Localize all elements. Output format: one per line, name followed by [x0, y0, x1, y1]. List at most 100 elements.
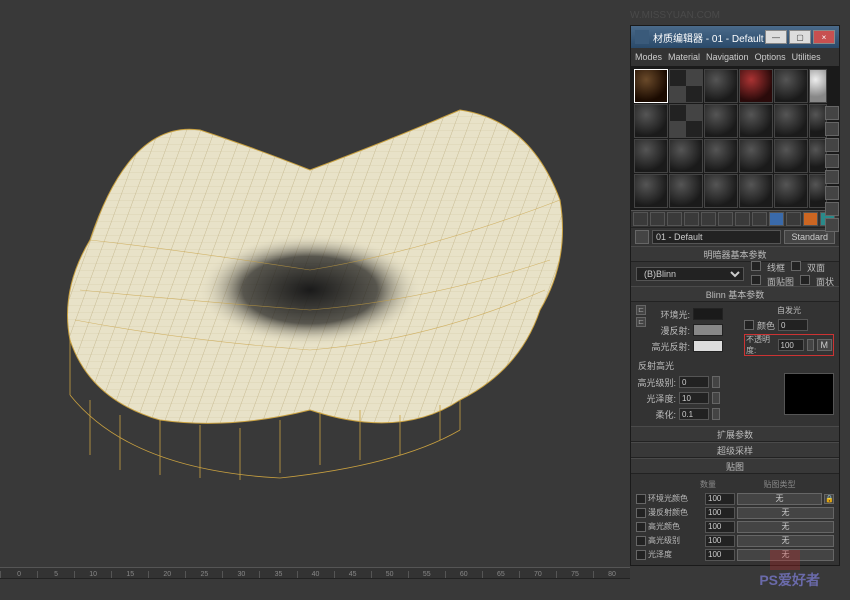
reset-map-icon[interactable] — [684, 212, 699, 226]
assign-to-selection-icon[interactable] — [667, 212, 682, 226]
opacity-spinner-btns[interactable] — [807, 339, 814, 351]
material-slot[interactable] — [704, 139, 738, 173]
make-copy-icon[interactable] — [701, 212, 716, 226]
viewport-3d[interactable] — [0, 0, 630, 560]
material-slot[interactable] — [739, 104, 773, 138]
menu-material[interactable]: Material — [668, 52, 700, 62]
map-amount[interactable]: 100 — [705, 549, 735, 561]
material-slot[interactable] — [774, 69, 808, 103]
material-slot[interactable] — [739, 174, 773, 208]
show-end-result-icon[interactable] — [786, 212, 801, 226]
material-slot[interactable] — [704, 104, 738, 138]
material-slot[interactable] — [704, 174, 738, 208]
material-slot[interactable] — [634, 139, 668, 173]
options-icon[interactable] — [825, 202, 839, 216]
material-slot[interactable] — [809, 104, 827, 138]
two-sided-checkbox[interactable] — [791, 261, 801, 271]
material-type-button[interactable]: Standard — [784, 230, 835, 244]
material-slot[interactable] — [739, 69, 773, 103]
preview-icon[interactable] — [825, 186, 839, 200]
material-slot[interactable] — [634, 69, 668, 103]
map-checkbox[interactable] — [636, 494, 646, 504]
self-illum-spinner[interactable]: 0 — [778, 319, 808, 331]
material-slot[interactable] — [634, 104, 668, 138]
menu-modes[interactable]: Modes — [635, 52, 662, 62]
show-map-icon[interactable] — [769, 212, 784, 226]
specular-swatch[interactable] — [693, 340, 723, 352]
ambient-lock-icon[interactable]: ⊏ — [636, 305, 646, 315]
background-icon[interactable] — [825, 138, 839, 152]
menu-options[interactable]: Options — [755, 52, 786, 62]
map-slot-button[interactable]: 无 — [737, 521, 834, 533]
rollout-extended[interactable]: 扩展参数 — [631, 426, 839, 442]
map-amount[interactable]: 100 — [705, 521, 735, 533]
map-checkbox[interactable] — [636, 508, 646, 518]
map-checkbox[interactable] — [636, 550, 646, 560]
soften-spinner[interactable]: 0.1 — [679, 408, 709, 420]
material-slot[interactable] — [669, 174, 703, 208]
pick-material-icon[interactable] — [635, 230, 649, 244]
shader-type-select[interactable]: (B)Blinn — [636, 267, 744, 281]
self-illum-label: 自发光 — [744, 305, 834, 316]
spinner-btns[interactable] — [712, 408, 720, 420]
sample-type-icon[interactable] — [825, 106, 839, 120]
menu-navigation[interactable]: Navigation — [706, 52, 749, 62]
timeline[interactable]: 05101520253035404550556065707580 — [0, 560, 630, 585]
go-to-parent-icon[interactable] — [803, 212, 818, 226]
self-illum-checkbox[interactable] — [744, 320, 754, 330]
map-amount[interactable]: 100 — [705, 507, 735, 519]
material-slot[interactable] — [809, 69, 827, 103]
menu-utilities[interactable]: Utilities — [792, 52, 821, 62]
map-lock-icon[interactable]: 🔒 — [824, 494, 834, 504]
map-checkbox[interactable] — [636, 522, 646, 532]
minimize-button[interactable]: — — [765, 30, 787, 44]
material-name-input[interactable] — [652, 230, 781, 244]
diffuse-lock-icon[interactable]: ⊏ — [636, 317, 646, 327]
map-amount[interactable]: 100 — [705, 535, 735, 547]
material-slot[interactable] — [669, 139, 703, 173]
material-slot[interactable] — [809, 139, 827, 173]
close-button[interactable]: × — [813, 30, 835, 44]
map-checkbox[interactable] — [636, 536, 646, 546]
map-slot-button[interactable]: 无 — [737, 535, 834, 547]
faceted-checkbox[interactable] — [800, 275, 810, 285]
map-speclevel-label: 高光级别 — [648, 535, 703, 546]
material-slot[interactable] — [669, 69, 703, 103]
material-slot[interactable] — [669, 104, 703, 138]
select-by-material-icon[interactable] — [825, 218, 839, 232]
material-slot[interactable] — [809, 174, 827, 208]
titlebar[interactable]: 材质编辑器 - 01 - Default — ▢ × — [631, 26, 839, 48]
ambient-swatch[interactable] — [693, 308, 723, 320]
material-slot[interactable] — [774, 139, 808, 173]
make-unique-icon[interactable] — [718, 212, 733, 226]
sample-uv-icon[interactable] — [825, 154, 839, 168]
opacity-map-button[interactable]: M — [817, 339, 833, 351]
material-slot[interactable] — [704, 69, 738, 103]
put-to-library-icon[interactable] — [735, 212, 750, 226]
get-material-icon[interactable] — [633, 212, 648, 226]
timeline-track[interactable]: 05101520253035404550556065707580 — [0, 567, 630, 579]
rollout-maps[interactable]: 贴图 — [631, 458, 839, 474]
material-slot[interactable] — [774, 104, 808, 138]
rollout-supersampling[interactable]: 超级采样 — [631, 442, 839, 458]
spec-level-spinner[interactable]: 0 — [679, 376, 709, 388]
map-amount[interactable]: 100 — [705, 493, 735, 505]
material-id-icon[interactable] — [752, 212, 767, 226]
rollout-blinn-basic[interactable]: Blinn 基本参数 — [631, 286, 839, 302]
backlight-icon[interactable] — [825, 122, 839, 136]
map-slot-button[interactable]: 无 — [737, 493, 822, 505]
opacity-spinner[interactable]: 100 — [778, 339, 804, 351]
material-slot[interactable] — [774, 174, 808, 208]
map-slot-button[interactable]: 无 — [737, 507, 834, 519]
video-check-icon[interactable] — [825, 170, 839, 184]
maximize-button[interactable]: ▢ — [789, 30, 811, 44]
material-slot[interactable] — [634, 174, 668, 208]
face-map-checkbox[interactable] — [751, 275, 761, 285]
spinner-btns[interactable] — [712, 376, 720, 388]
diffuse-swatch[interactable] — [693, 324, 723, 336]
gloss-spinner[interactable]: 10 — [679, 392, 709, 404]
spinner-btns[interactable] — [712, 392, 720, 404]
put-to-scene-icon[interactable] — [650, 212, 665, 226]
wire-checkbox[interactable] — [751, 261, 761, 271]
material-slot[interactable] — [739, 139, 773, 173]
